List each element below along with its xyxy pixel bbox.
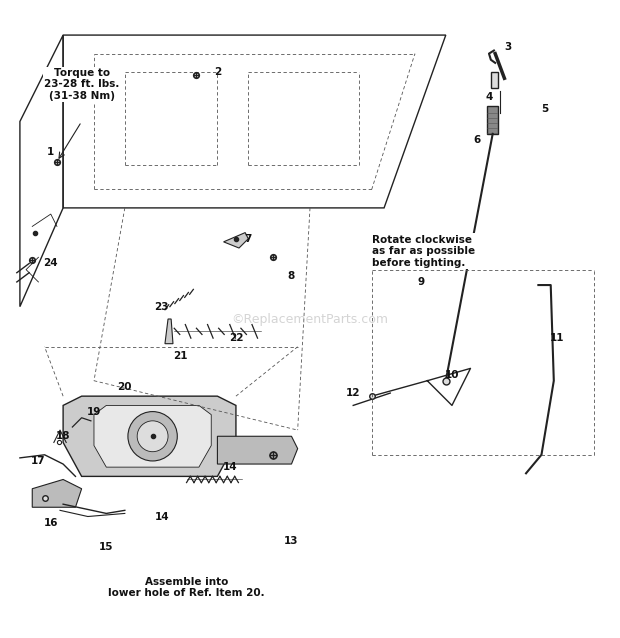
- Polygon shape: [32, 480, 82, 507]
- Text: 10: 10: [445, 369, 459, 380]
- Text: 8: 8: [288, 271, 295, 281]
- Text: Assemble into
lower hole of Ref. Item 20.: Assemble into lower hole of Ref. Item 20…: [108, 577, 265, 598]
- Polygon shape: [94, 405, 211, 467]
- Text: Torque to
23-28 ft. lbs.
(31-38 Nm): Torque to 23-28 ft. lbs. (31-38 Nm): [44, 68, 119, 101]
- Text: 23: 23: [154, 302, 169, 311]
- Text: 15: 15: [99, 542, 113, 553]
- Text: 4: 4: [485, 92, 493, 102]
- Text: Rotate clockwise
as far as possible
before tighting.: Rotate clockwise as far as possible befo…: [372, 235, 475, 268]
- Text: 12: 12: [346, 388, 360, 398]
- Text: 21: 21: [173, 351, 188, 361]
- Text: 3: 3: [504, 42, 511, 52]
- Polygon shape: [218, 436, 298, 464]
- Text: 6: 6: [473, 135, 480, 145]
- Text: 17: 17: [31, 456, 46, 466]
- Text: 11: 11: [550, 332, 564, 343]
- Text: 7: 7: [245, 234, 252, 244]
- Text: 5: 5: [541, 104, 548, 114]
- Text: 18: 18: [56, 431, 70, 441]
- Text: 14: 14: [154, 512, 169, 521]
- Circle shape: [128, 412, 177, 461]
- Polygon shape: [63, 396, 236, 477]
- Text: 9: 9: [417, 277, 425, 287]
- Text: ©ReplacementParts.com: ©ReplacementParts.com: [231, 313, 389, 325]
- FancyBboxPatch shape: [491, 72, 498, 87]
- Text: 24: 24: [43, 258, 58, 269]
- Text: 1: 1: [47, 147, 55, 158]
- Text: 22: 22: [229, 332, 243, 343]
- FancyBboxPatch shape: [487, 106, 498, 134]
- Polygon shape: [224, 233, 248, 248]
- Text: 14: 14: [223, 462, 237, 472]
- Text: 16: 16: [43, 517, 58, 528]
- Text: 13: 13: [284, 536, 299, 546]
- Text: 2: 2: [214, 67, 221, 77]
- Circle shape: [137, 421, 168, 452]
- Polygon shape: [165, 319, 173, 344]
- Text: 19: 19: [87, 406, 101, 417]
- Text: 20: 20: [118, 382, 132, 392]
